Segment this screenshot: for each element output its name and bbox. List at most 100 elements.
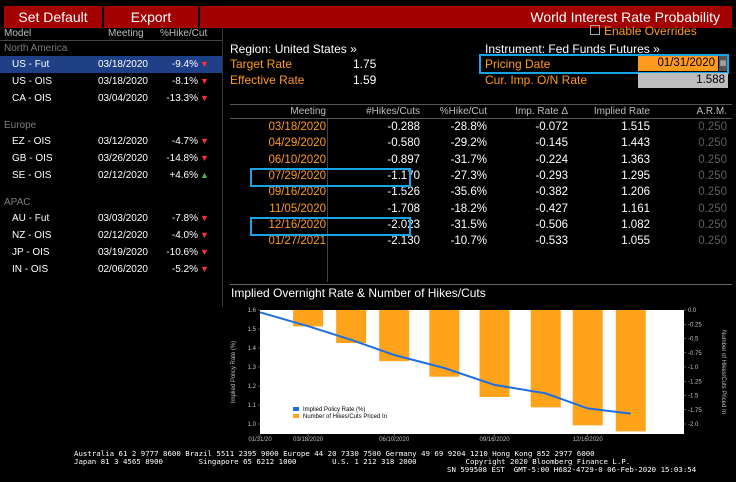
rate-delta-cell: -0.382 bbox=[535, 186, 568, 199]
y2-tick-label: -2.0 bbox=[688, 422, 699, 428]
hikes-cell: -2.023 bbox=[387, 218, 420, 231]
implied-rate-cell: 1.363 bbox=[621, 153, 650, 166]
implied-rate-cell: 1.082 bbox=[621, 218, 650, 231]
table-row[interactable]: 06/10/2020 -0.897 -31.7% -0.224 1.363 0.250 bbox=[230, 154, 732, 170]
pct-value: -13.3% bbox=[166, 93, 198, 104]
meeting-date: 03/18/2020 bbox=[97, 59, 148, 70]
down-arrow-icon: ▼ bbox=[200, 247, 209, 257]
y2-tick-label: -1.0 bbox=[688, 365, 699, 371]
pricing-date-input[interactable]: 01/31/2020 bbox=[638, 56, 718, 71]
pct-cell: -27.3% bbox=[450, 169, 487, 182]
meeting-date: 03/18/2020 bbox=[97, 76, 148, 87]
model-row[interactable]: JP - OIS 03/19/2020 -10.6% ▼ bbox=[0, 244, 222, 261]
bar bbox=[379, 310, 410, 362]
highlight-box-0729 bbox=[250, 168, 411, 187]
model-sidebar: Model Meeting %Hike/Cut North America US … bbox=[0, 27, 222, 307]
meeting-date: 03/12/2020 bbox=[97, 136, 148, 147]
pct-cell: -31.7% bbox=[450, 153, 487, 166]
enable-overrides-checkbox[interactable] bbox=[590, 25, 600, 35]
pct-value: -14.8% bbox=[166, 153, 198, 164]
table-row[interactable]: 01/27/2021 -2.130 -10.7% -0.533 1.055 0.250 bbox=[230, 235, 732, 251]
meeting-date: 02/12/2020 bbox=[97, 230, 148, 241]
model-row[interactable]: SE - OIS 02/12/2020 +4.6% ▲ bbox=[0, 167, 222, 184]
instrument-selector[interactable]: Instrument: Fed Funds Futures » bbox=[485, 42, 660, 56]
y2-tick-label: -0.25 bbox=[688, 322, 702, 328]
effective-rate-value: 1.59 bbox=[353, 73, 377, 87]
rate-delta-cell: -0.145 bbox=[535, 137, 568, 150]
model-row[interactable]: NZ - OIS 02/12/2020 -4.0% ▼ bbox=[0, 227, 222, 244]
group-header: Europe bbox=[4, 120, 37, 131]
meetings-table: Meeting #Hikes/Cuts %Hike/Cut Imp. Rate … bbox=[230, 104, 732, 282]
rate-chart: 1.6 1.5 1.4 1.3 1.2 1.1 1.0 0.0 -0.25 -0.5 -0.75 -1… bbox=[231, 308, 726, 443]
arm-cell: 0.250 bbox=[698, 186, 727, 199]
table-row[interactable]: 11/05/2020 -1.708 -18.2% -0.427 1.161 0.250 bbox=[230, 203, 732, 219]
model-row[interactable]: CA - OIS 03/04/2020 -13.3% ▼ bbox=[0, 90, 222, 107]
pct-value: -9.4% bbox=[171, 59, 198, 70]
chart-title: Implied Overnight Rate & Number of Hikes… bbox=[231, 286, 486, 300]
model-row[interactable]: US - OIS 03/18/2020 -8.1% ▼ bbox=[0, 73, 222, 90]
divider bbox=[327, 119, 328, 282]
meeting-cell: 01/27/2021 bbox=[268, 235, 326, 248]
table-row[interactable]: 03/18/2020 -0.288 -28.8% -0.072 1.515 0.250 bbox=[230, 121, 732, 137]
y-tick-label: 1.3 bbox=[248, 365, 257, 371]
legend-label: Implied Policy Rate (%) bbox=[303, 407, 365, 413]
divider bbox=[230, 284, 732, 285]
col-hikes: #Hikes/Cuts bbox=[366, 106, 420, 117]
implied-rate-cell: 1.443 bbox=[621, 137, 650, 150]
model-name: NZ - OIS bbox=[12, 230, 52, 241]
meeting-cell: 04/29/2020 bbox=[268, 137, 326, 150]
x-tick-label: 12/16/2020 bbox=[573, 437, 604, 443]
table-row[interactable]: 09/16/2020 -1.526 -35.6% -0.382 1.206 0.250 bbox=[230, 186, 732, 202]
model-name: AU - Fut bbox=[12, 213, 50, 224]
pct-value: -4.7% bbox=[171, 136, 198, 147]
model-row[interactable]: US - Fut 03/18/2020 -9.4% ▼ bbox=[0, 56, 222, 73]
pct-value: -7.8% bbox=[171, 213, 198, 224]
target-rate-value: 1.75 bbox=[353, 57, 377, 71]
implied-rate-cell: 1.206 bbox=[621, 186, 650, 199]
model-row[interactable]: IN - OIS 02/06/2020 -5.2% ▼ bbox=[0, 261, 222, 278]
col-pct: %Hike/Cut bbox=[439, 106, 487, 117]
set-default-button[interactable]: Set Default bbox=[4, 6, 102, 28]
x-tick-label: 09/16/2020 bbox=[480, 437, 511, 443]
y-tick-label: 1.5 bbox=[248, 327, 257, 333]
table-row[interactable]: 04/29/2020 -0.580 -29.2% -0.145 1.443 0.250 bbox=[230, 137, 732, 153]
model-name: IN - OIS bbox=[12, 264, 49, 275]
pct-cell: -35.6% bbox=[450, 186, 487, 199]
model-row[interactable]: AU - Fut 03/03/2020 -7.8% ▼ bbox=[0, 210, 222, 227]
x-tick-label: 06/10/2020 bbox=[379, 437, 410, 443]
export-button[interactable]: Export bbox=[104, 6, 198, 28]
pct-cell: -29.2% bbox=[450, 137, 487, 150]
table-header: Meeting #Hikes/Cuts %Hike/Cut Imp. Rate … bbox=[230, 104, 732, 119]
model-row[interactable]: EZ - OIS 03/12/2020 -4.7% ▼ bbox=[0, 133, 222, 150]
legend-label: Number of Hikes/Cuts Priced In bbox=[303, 414, 387, 420]
pct-header: %Hike/Cut bbox=[160, 28, 208, 39]
model-name: JP - OIS bbox=[12, 247, 50, 258]
pct-value: -8.1% bbox=[171, 76, 198, 87]
implied-rate-cell: 1.515 bbox=[621, 121, 650, 133]
hikes-cell: -0.580 bbox=[387, 137, 420, 150]
model-name: EZ - OIS bbox=[12, 136, 51, 147]
calendar-icon[interactable]: ▦ bbox=[719, 56, 727, 71]
arm-cell: 0.250 bbox=[698, 137, 727, 150]
model-row[interactable]: GB - OIS 03/26/2020 -14.8% ▼ bbox=[0, 150, 222, 167]
rate-delta-cell: -0.427 bbox=[535, 202, 568, 215]
pct-value: -4.0% bbox=[171, 230, 198, 241]
table-row[interactable]: 07/29/2020 -1.170 -27.3% -0.293 1.295 0.250 bbox=[230, 170, 732, 186]
y2-tick-label: -0.5 bbox=[688, 337, 699, 343]
y-tick-label: 1.4 bbox=[248, 346, 257, 352]
y2-tick-label: -0.75 bbox=[688, 351, 702, 357]
table-row[interactable]: 12/16/2020 -2.023 -31.5% -0.506 1.082 0.250 bbox=[230, 219, 732, 235]
enable-overrides-label[interactable]: Enable Overrides bbox=[604, 24, 697, 38]
arm-cell: 0.250 bbox=[698, 121, 727, 133]
x-tick-label: 01/31/20 bbox=[248, 437, 272, 443]
y-tick-label: 1.6 bbox=[248, 308, 257, 314]
model-name: SE - OIS bbox=[12, 170, 52, 181]
region-selector[interactable]: Region: United States » bbox=[230, 42, 357, 56]
hikes-cell: -0.288 bbox=[387, 121, 420, 133]
hikes-cell: -1.170 bbox=[387, 169, 420, 182]
meeting-cell: 09/16/2020 bbox=[268, 186, 326, 199]
legend-swatch-bar bbox=[293, 414, 299, 418]
down-arrow-icon: ▼ bbox=[200, 93, 209, 103]
meeting-date: 02/06/2020 bbox=[97, 264, 148, 275]
down-arrow-icon: ▼ bbox=[200, 230, 209, 240]
